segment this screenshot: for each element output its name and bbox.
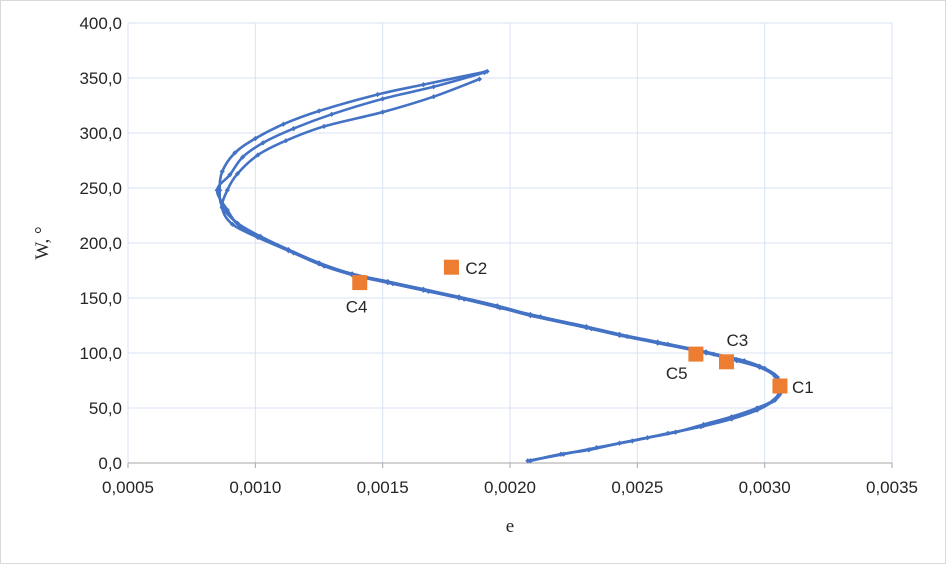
y-tick-label: 300,0 [79,124,122,143]
series-point [255,152,261,158]
series [214,68,786,464]
y-tick-label: 250,0 [79,179,122,198]
series-point [237,223,243,230]
series-point [390,281,396,287]
series-point [374,91,381,98]
y-tick-label: 150,0 [79,289,122,308]
series-point [593,445,600,451]
series-point [229,221,236,227]
highlight-point [443,259,459,275]
x-tick-label: 0,0010 [229,478,281,497]
series-point [262,237,269,243]
series-point [431,94,437,100]
x-tick-label: 0,0025 [611,478,663,497]
series-point [734,358,740,364]
y-tick-label: 100,0 [79,344,122,363]
x-tick-label: 0,0035 [866,478,918,497]
series-point [525,458,531,464]
series-point [741,358,747,364]
series-point [321,123,327,129]
annotation-label: C4 [346,298,368,317]
x-tick-label: 0,0020 [484,478,536,497]
series-point [497,305,503,311]
annotation-label: C5 [666,364,688,383]
gridlines [127,22,893,464]
series-point [321,263,327,269]
x-tick-label: 0,0030 [739,478,791,497]
x-tick-label: 0,0005 [102,478,154,497]
x-axis-title: e [506,516,514,537]
annotations: C1 C2 C3 C4 C5 [346,259,814,397]
series-point [329,111,335,117]
tick-labels: 0,0005 0,0010 0,0015 0,0020 0,0025 0,0030 0,00… [79,14,918,497]
series-point [316,108,322,114]
series-point [290,250,297,256]
series-point [728,416,735,422]
series-point [665,430,671,436]
series-point [769,398,775,404]
series-point [420,82,427,88]
x-tick-label: 0,0015 [357,478,409,497]
series-point [629,438,635,444]
y-tick-label: 50,0 [89,399,122,418]
series-point [224,207,230,213]
series-point [260,140,266,146]
series-point [560,451,567,457]
series-point [537,314,544,320]
series-point [588,326,595,332]
series-point [665,341,671,347]
series-point [762,365,768,371]
series-point [461,296,467,302]
y-tick-label: 200,0 [79,234,122,253]
y-tick-label: 350,0 [79,69,122,88]
highlight-points [352,259,788,394]
highlight-point [718,354,734,370]
series-point [219,168,225,175]
series-point [711,351,717,357]
highlight-point [688,346,704,362]
series-point [698,424,704,430]
highlight-point [772,378,788,394]
series-point [425,288,432,294]
series-point [224,187,230,193]
series-point [624,333,630,340]
series-point [380,109,386,115]
series-point [431,84,437,90]
annotation-label: C3 [726,331,748,350]
series-point [290,126,297,132]
series-point [754,407,760,413]
series-point [476,76,483,82]
annotation-label: C2 [465,259,487,278]
annotation-label: C1 [792,378,814,397]
highlight-point [352,275,368,291]
series-point [380,96,386,102]
series-point [283,138,289,144]
series-point [234,171,241,177]
axes [127,462,893,468]
series-point [232,150,238,156]
series-point [481,69,488,76]
y-tick-label: 0,0 [98,454,122,473]
series-point [252,135,258,142]
series-point [214,187,220,193]
series-point [240,154,246,160]
y-axis-title: W, ° [32,226,53,259]
series-point [227,172,233,178]
y-tick-label: 400,0 [79,14,122,33]
series-point [280,121,286,127]
